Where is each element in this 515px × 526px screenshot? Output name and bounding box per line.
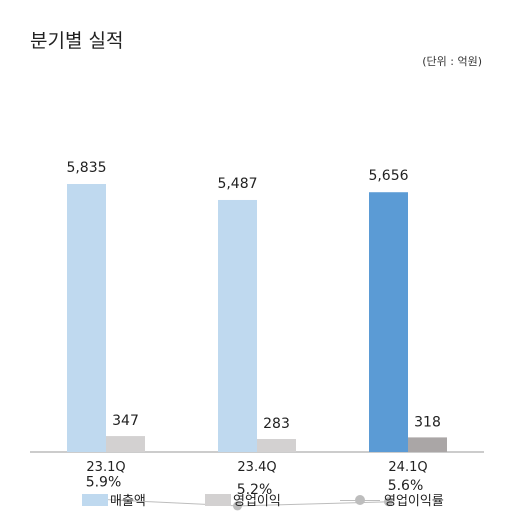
legend-item-revenue: 매출액 <box>82 490 146 509</box>
legend-label-revenue: 매출액 <box>110 494 146 509</box>
legend-swatch-op-margin <box>340 494 380 506</box>
legend-swatch-op-income <box>205 493 231 506</box>
label-op-income-23.1Q: 347 <box>112 413 139 429</box>
point-op-margin-23.4Q <box>233 501 242 511</box>
tick-label-23.4Q: 23.4Q <box>237 460 276 475</box>
label-revenue-23.4Q: 5,487 <box>217 176 257 192</box>
bar-revenue-23.4Q <box>218 199 257 452</box>
legend-label-op-income: 영업이익 <box>233 494 281 509</box>
legend-label-op-margin: 영업이익률 <box>384 494 444 509</box>
chart-title: 분기별 실적 <box>30 30 124 52</box>
label-op-margin-24.1Q: 5.6% <box>388 478 424 494</box>
legend-swatch-revenue <box>82 493 108 506</box>
bar-revenue-23.1Q <box>67 184 106 452</box>
label-op-margin-23.1Q: 5.9% <box>86 475 122 491</box>
label-revenue-24.1Q: 5,656 <box>368 168 408 184</box>
legend-item-op-income: 영업이익 <box>205 490 281 509</box>
bar-revenue-24.1Q <box>369 192 408 452</box>
label-op-income-23.4Q: 283 <box>263 416 290 432</box>
label-op-margin-23.4Q: 5.2% <box>237 482 273 498</box>
label-revenue-23.1Q: 5,835 <box>66 160 106 176</box>
legend-item-op-margin: 영업이익률 <box>340 490 444 509</box>
tick-label-24.1Q: 24.1Q <box>388 460 427 475</box>
bar-op-income-23.4Q <box>257 439 296 452</box>
legend: 매출액 영업이익 영업이익률 <box>0 490 515 512</box>
label-op-income-24.1Q: 318 <box>414 414 441 430</box>
unit-label: (단위 : 억원) <box>422 55 482 68</box>
tick-label-23.1Q: 23.1Q <box>86 460 125 475</box>
bar-op-income-24.1Q <box>408 437 447 452</box>
point-op-margin-24.1Q <box>384 497 393 507</box>
bar-op-income-23.1Q <box>106 436 145 452</box>
